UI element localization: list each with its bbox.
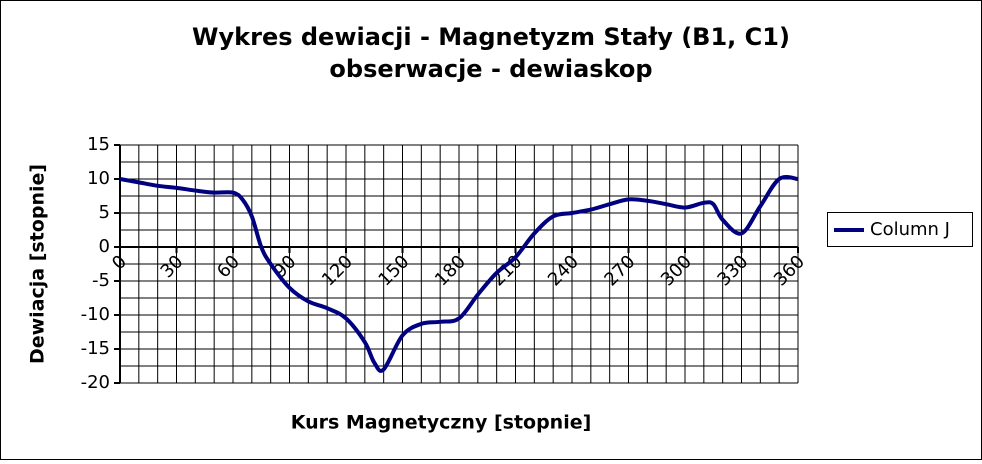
chart-title: Wykres dewiacji - Magnetyzm Stały (B1, C… — [192, 23, 790, 51]
y-tick-label: -5 — [92, 270, 110, 291]
y-tick-label: -15 — [81, 338, 110, 359]
data-line — [119, 175, 799, 373]
y-tick-label: 10 — [87, 168, 110, 189]
y-tick-label: -10 — [81, 304, 110, 325]
y-tick-label: -20 — [81, 372, 110, 393]
y-tick-label: 15 — [87, 134, 110, 155]
x-axis-label: Kurs Magnetyczny [stopnie] — [291, 412, 592, 434]
y-tick-label: 5 — [99, 202, 110, 223]
legend-label: Column J — [870, 219, 950, 240]
y-tick-label: 0 — [99, 236, 110, 257]
y-axis-label: Dewiacja [stopnie] — [27, 164, 49, 364]
chart-subtitle: obserwacje - dewiaskop — [329, 55, 652, 83]
